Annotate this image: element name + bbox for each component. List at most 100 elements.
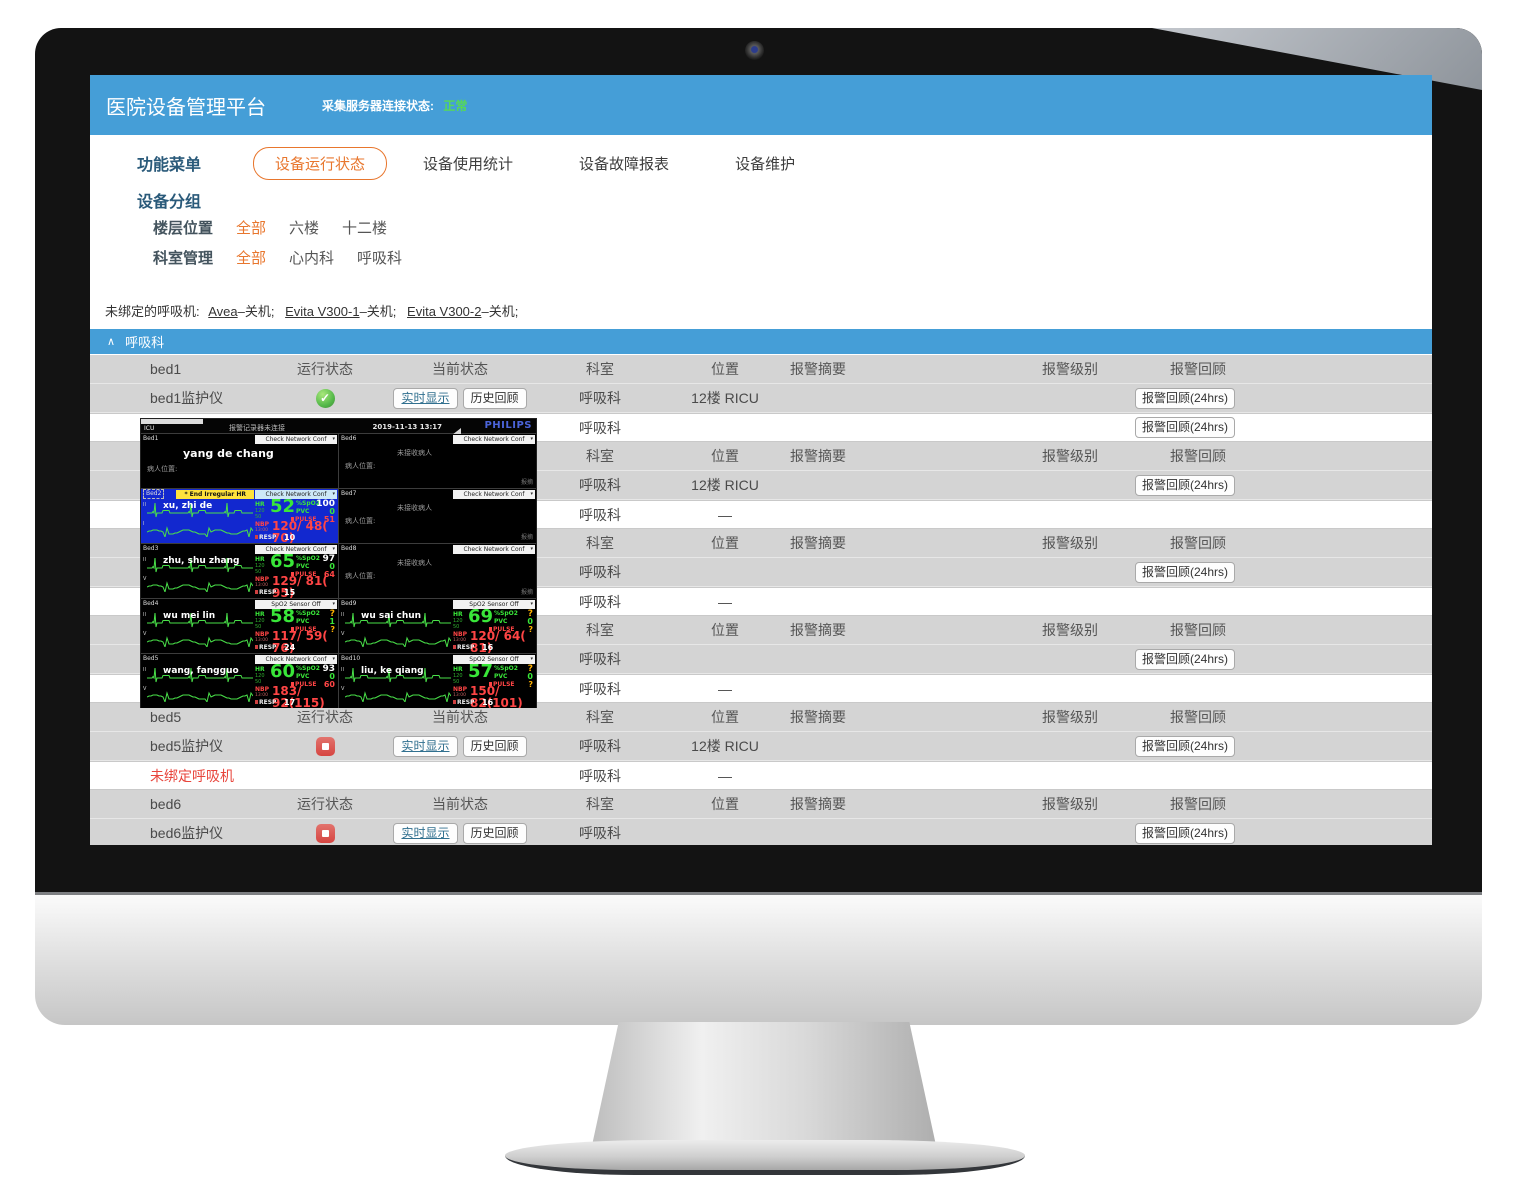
alarm-review-24hrs-button[interactable]: 报警回顾(24hrs) bbox=[1135, 387, 1236, 409]
nbp-label: NBP bbox=[255, 686, 269, 693]
alarm-message-text: SpO2 Sensor Off bbox=[469, 656, 519, 663]
lead-label: II bbox=[143, 667, 146, 673]
col-header-alarm-review: 报警回顾 bbox=[1170, 448, 1226, 464]
realtime-display-button[interactable]: 实时显示 bbox=[393, 735, 458, 757]
ecg-waveform bbox=[146, 581, 254, 594]
server-status: 采集服务器连接状态: 正常 bbox=[322, 97, 467, 114]
filter-floor-12f[interactable]: 十二楼 bbox=[342, 219, 388, 237]
alarm-review-24hrs-button[interactable]: 报警回顾(24hrs) bbox=[1135, 474, 1236, 496]
pvc-label: PVC bbox=[296, 508, 310, 515]
ecg-waveform bbox=[345, 667, 451, 683]
monitor-unit-label: ICU bbox=[144, 425, 155, 432]
bed-id-label: Bed9 bbox=[341, 600, 357, 607]
corner-label: 报摘 bbox=[520, 479, 533, 486]
col-header-department: 科室 bbox=[586, 622, 614, 638]
hr-low-limit: 50 bbox=[255, 569, 262, 575]
realtime-display-button[interactable]: 实时显示 bbox=[393, 822, 458, 844]
alarm-review-24hrs-button[interactable]: 报警回顾(24hrs) bbox=[1135, 735, 1236, 757]
pulse-value: 51 bbox=[323, 515, 335, 524]
ecg-wave-row-1 bbox=[345, 612, 451, 633]
run-status-cell bbox=[270, 388, 380, 408]
ecg-waveform bbox=[146, 636, 254, 649]
hr-value: 58 bbox=[270, 606, 296, 627]
department-cell: 呼吸科 bbox=[579, 738, 621, 754]
filter-dept-respiratory[interactable]: 呼吸科 bbox=[357, 249, 403, 267]
alarm-review-24hrs-button[interactable]: 报警回顾(24hrs) bbox=[1135, 561, 1236, 583]
spo2-value: ? bbox=[527, 609, 533, 619]
patient-location-label: 病人位置: bbox=[345, 572, 376, 580]
server-status-label: 采集服务器连接状态: bbox=[322, 98, 434, 113]
current-status-cell: 实时显示 历史回顾 bbox=[380, 735, 540, 757]
col-header-location: 位置 bbox=[711, 448, 739, 464]
alarm-message-dropdown: Check Network Conf ▾ bbox=[453, 490, 535, 499]
ecg-wave-row-2 bbox=[146, 522, 254, 541]
alarm-banner: * End Irregular HR bbox=[176, 489, 254, 499]
history-review-button[interactable]: 历史回顾 bbox=[462, 387, 527, 409]
patient-name: liu, ke qiang bbox=[361, 666, 424, 676]
tab-device-fault-report[interactable]: 设备故障报表 bbox=[579, 155, 670, 173]
alarm-review-24hrs-button[interactable]: 报警回顾(24hrs) bbox=[1135, 648, 1236, 670]
col-header-alarm-level: 报警级别 bbox=[1042, 361, 1098, 377]
alarm-recorder-status: 报警记录器未连接 bbox=[229, 424, 285, 432]
col-header-alarm-level: 报警级别 bbox=[1042, 622, 1098, 638]
ecg-wave-row-1 bbox=[147, 667, 253, 688]
tab-device-run-status[interactable]: 设备运行状态 bbox=[253, 146, 388, 180]
filter-dept-all[interactable]: 全部 bbox=[236, 249, 267, 267]
filter-dept-cardiology[interactable]: 心内科 bbox=[289, 249, 335, 267]
alarm-review-cell: 报警回顾(24hrs) bbox=[1135, 648, 1432, 670]
col-header-alarm-review: 报警回顾 bbox=[1170, 535, 1226, 551]
hr-value: 65 bbox=[270, 551, 296, 572]
section-bar-respiratory[interactable]: ∧ 呼吸科 bbox=[90, 329, 1432, 354]
alarm-review-24hrs-button[interactable]: 报警回顾(24hrs) bbox=[1135, 822, 1236, 844]
nbp-value: 120/ 64( 81) bbox=[470, 629, 526, 653]
collapse-caret-icon[interactable]: ∧ bbox=[107, 336, 116, 348]
bed-group-header-row: bed1 运行状态 当前状态 科室 位置 报警摘要 报警级别 报警回顾 bbox=[90, 355, 1432, 384]
tab-device-usage-stats[interactable]: 设备使用统计 bbox=[423, 155, 514, 173]
alarm-message-text: Check Network Conf bbox=[463, 546, 525, 553]
tile-topbar: Bed1 Check Network Conf ▾ bbox=[141, 434, 338, 444]
hr-high-limit: 120 bbox=[453, 673, 463, 679]
department-cell: 呼吸科 bbox=[579, 564, 621, 580]
pvc-value: 0 bbox=[329, 672, 335, 681]
resp-value: 16 bbox=[482, 643, 494, 652]
chevron-down-icon: ▾ bbox=[530, 491, 533, 497]
filter-floor-all[interactable]: 全部 bbox=[236, 219, 267, 237]
bed-name-cell: bed5 bbox=[150, 709, 182, 725]
tab-device-maintenance[interactable]: 设备维护 bbox=[735, 155, 796, 173]
ventilator-link-avea[interactable]: Avea bbox=[208, 304, 238, 319]
spo2-value: ? bbox=[329, 609, 335, 619]
filter-row-dept: 科室管理 全部 心内科 呼吸科 bbox=[153, 246, 1432, 268]
col-header-alarm-review: 报警回顾 bbox=[1170, 796, 1226, 812]
col-header-alarm-level: 报警级别 bbox=[1042, 796, 1098, 812]
alarm-message-dropdown: Check Network Conf ▾ bbox=[255, 655, 337, 664]
no-patient-text: 未接收病人 bbox=[397, 504, 432, 512]
alarm-message-dropdown: Check Network Conf ▾ bbox=[453, 435, 535, 444]
history-review-button[interactable]: 历史回顾 bbox=[462, 735, 527, 757]
history-review-button[interactable]: 历史回顾 bbox=[462, 822, 527, 844]
hr-high-limit: 120 bbox=[255, 673, 265, 679]
alarm-message-text: Check Network Conf bbox=[265, 491, 327, 498]
lead-label: V bbox=[143, 576, 147, 582]
resp-label: RESP bbox=[453, 700, 474, 706]
tile-topbar: Bed8 Check Network Conf ▾ bbox=[339, 544, 536, 554]
alarm-review-24hrs-button[interactable]: 报警回顾(24hrs) bbox=[1135, 417, 1236, 438]
chevron-down-icon: ▾ bbox=[332, 491, 335, 497]
nbp-value: 129/ 81( 95) bbox=[272, 574, 328, 598]
resp-value: 10 bbox=[284, 533, 296, 542]
spo2-label: %SpO2 bbox=[296, 665, 320, 672]
nbp-time: 13:00 bbox=[453, 638, 466, 643]
filter-floor-6f[interactable]: 六楼 bbox=[289, 219, 320, 237]
resp-icon bbox=[255, 700, 258, 704]
ventilator-link-evita-v300-1[interactable]: Evita V300-1 bbox=[285, 304, 360, 319]
nbp-value: 120/ 48( 70) bbox=[272, 519, 328, 543]
ventilator-link-evita-v300-2[interactable]: Evita V300-2 bbox=[407, 304, 482, 319]
realtime-display-button[interactable]: 实时显示 bbox=[393, 387, 458, 409]
chevron-down-icon: ▾ bbox=[530, 656, 533, 662]
chevron-down-icon: ▾ bbox=[332, 436, 335, 442]
ventilator-row: 未绑定呼吸机 呼吸科 — bbox=[90, 761, 1432, 790]
hr-value: 57 bbox=[468, 661, 494, 682]
tile-topbar: Bed5 Check Network Conf ▾ bbox=[141, 654, 338, 664]
ecg-waveform bbox=[147, 612, 253, 628]
